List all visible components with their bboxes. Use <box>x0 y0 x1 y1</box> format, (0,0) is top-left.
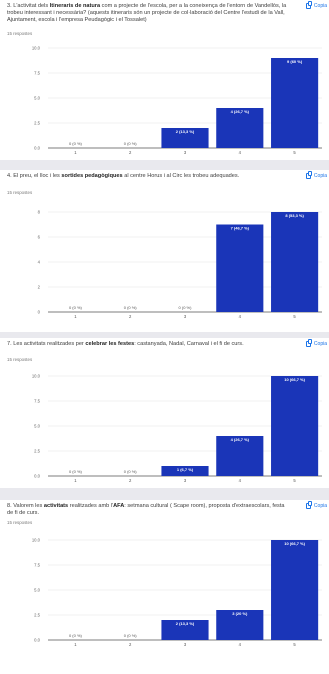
y-tick-label: 4 <box>38 260 41 265</box>
x-tick-label: 4 <box>239 642 242 647</box>
y-tick-label: 5.0 <box>34 424 40 429</box>
bar-value-label: 0 (0 %) <box>69 305 83 310</box>
x-tick-label: 5 <box>293 478 296 483</box>
x-tick-label: 1 <box>74 478 77 483</box>
y-tick-label: 10.0 <box>32 538 41 543</box>
bar-chart: 0 2 4 6 8 0 (0 %) 1 0 (0 %) 2 0 (0 %) 3 7 (46,7 %) 4… <box>38 210 322 319</box>
x-tick-label: 1 <box>74 150 77 155</box>
bar-value-label: 1 (6,7 %) <box>177 467 194 472</box>
x-tick-label: 5 <box>293 314 296 319</box>
question-text: 7. Les activitats realitzades per celebr… <box>7 341 244 347</box>
bar-value-label: 4 (26,7 %) <box>231 437 250 442</box>
bar-value-label: 4 (26,7 %) <box>231 109 250 114</box>
x-tick-label: 4 <box>239 478 242 483</box>
question-text: 4. El preu, el lloc i les sortides pedag… <box>7 173 240 179</box>
bar-value-label: 0 (0 %) <box>69 141 83 146</box>
bar <box>216 610 264 640</box>
response-count: 15 respostes <box>7 190 33 195</box>
question-card: 7. Les activitats realitzades per celebr… <box>0 338 329 488</box>
y-tick-label: 0.0 <box>34 638 40 643</box>
y-tick-label: 10.0 <box>32 46 41 51</box>
copy-icon <box>305 501 312 509</box>
x-tick-label: 3 <box>184 642 187 647</box>
bar-value-label: 0 (0 %) <box>124 141 138 146</box>
y-tick-label: 0.0 <box>34 146 40 151</box>
response-count: 15 respostes <box>7 520 33 525</box>
bar-value-label: 2 (13,3 %) <box>176 129 195 134</box>
y-tick-label: 7.5 <box>34 563 40 568</box>
bar <box>271 540 319 640</box>
y-tick-label: 2.5 <box>34 613 40 618</box>
x-tick-label: 3 <box>184 478 187 483</box>
x-tick-label: 2 <box>129 314 132 319</box>
copy-button[interactable]: Copia <box>305 1 327 9</box>
copy-icon <box>305 339 312 347</box>
x-tick-label: 5 <box>293 642 296 647</box>
question-text: 3. L'activitat dels Itineraris de natura… <box>7 3 287 24</box>
bar-value-label: 8 (53,3 %) <box>285 213 304 218</box>
copy-icon <box>305 1 312 9</box>
y-tick-label: 2.5 <box>34 121 40 126</box>
bar <box>161 620 209 640</box>
copy-icon <box>305 171 312 179</box>
bar-value-label: 7 (46,7 %) <box>231 226 250 231</box>
x-tick-label: 1 <box>74 642 77 647</box>
y-tick-label: 6 <box>38 235 41 240</box>
question-card: 3. L'activitat dels Itineraris de natura… <box>0 0 329 160</box>
bar <box>161 128 209 148</box>
copy-button[interactable]: Copia <box>305 171 327 179</box>
x-tick-label: 2 <box>129 642 132 647</box>
x-tick-label: 2 <box>129 150 132 155</box>
bar-value-label: 0 (0 %) <box>179 305 193 310</box>
bar-chart: 0.0 2.5 5.0 7.5 10.0 0 (0 %) 1 0 (0 %) 2 2 (13,3 … <box>32 46 322 155</box>
x-tick-label: 3 <box>184 314 187 319</box>
y-tick-label: 2.5 <box>34 449 40 454</box>
question-card: 8. Valorem les activitats realitzades am… <box>0 500 329 674</box>
bar <box>271 376 319 476</box>
bar-value-label: 3 (20 %) <box>232 611 248 616</box>
y-tick-label: 5.0 <box>34 588 40 593</box>
response-count: 15 respostes <box>7 31 33 36</box>
x-tick-label: 1 <box>74 314 77 319</box>
x-tick-label: 4 <box>239 314 242 319</box>
bar-value-label: 0 (0 %) <box>124 469 138 474</box>
bar <box>216 108 264 148</box>
bar-chart: 0.0 2.5 5.0 7.5 10.0 0 (0 %) 1 0 (0 %) 2 1 (6,7 %… <box>32 374 322 483</box>
bar-value-label: 0 (0 %) <box>69 633 83 638</box>
y-tick-label: 8 <box>38 210 41 215</box>
y-tick-label: 7.5 <box>34 71 40 76</box>
x-tick-label: 2 <box>129 478 132 483</box>
bar <box>161 466 209 476</box>
y-tick-label: 0 <box>38 310 41 315</box>
bar <box>271 212 319 312</box>
x-tick-label: 5 <box>293 150 296 155</box>
y-tick-label: 0.0 <box>34 474 40 479</box>
bar <box>216 436 264 476</box>
copy-button[interactable]: Copia <box>305 501 327 509</box>
bar-value-label: 2 (13,3 %) <box>176 621 195 626</box>
bar-value-label: 0 (0 %) <box>124 633 138 638</box>
y-tick-label: 7.5 <box>34 399 40 404</box>
bar-value-label: 9 (60 %) <box>287 59 303 64</box>
question-card: 4. El preu, el lloc i les sortides pedag… <box>0 170 329 332</box>
x-tick-label: 4 <box>239 150 242 155</box>
bar-value-label: 10 (66,7 %) <box>284 377 305 382</box>
bar-value-label: 10 (66,7 %) <box>284 541 305 546</box>
bar <box>271 58 319 148</box>
bar <box>216 224 264 312</box>
copy-button[interactable]: Copia <box>305 339 327 347</box>
bar-chart: 0.0 2.5 5.0 7.5 10.0 0 (0 %) 1 0 (0 %) 2 2 (13,3 … <box>32 538 322 647</box>
bar-value-label: 0 (0 %) <box>124 305 138 310</box>
y-tick-label: 5.0 <box>34 96 40 101</box>
question-text: 8. Valorem les activitats realitzades am… <box>7 503 285 517</box>
y-tick-label: 2 <box>38 285 41 290</box>
response-count: 15 respostes <box>7 357 33 362</box>
x-tick-label: 3 <box>184 150 187 155</box>
bar-value-label: 0 (0 %) <box>69 469 83 474</box>
y-tick-label: 10.0 <box>32 374 41 379</box>
